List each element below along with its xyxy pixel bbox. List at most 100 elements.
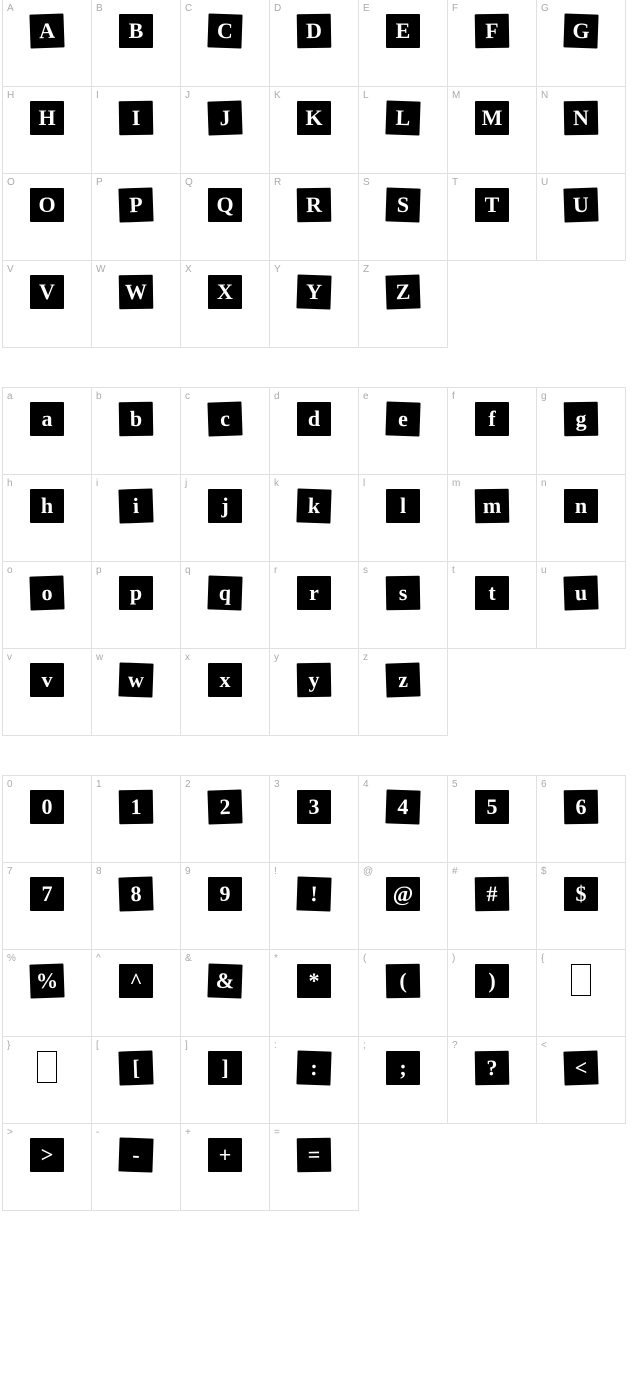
- glyph-cell: ((: [358, 949, 448, 1037]
- glyph-char: J: [219, 107, 231, 129]
- glyph-char: n: [575, 495, 587, 517]
- glyph-tile: k: [296, 488, 331, 523]
- glyph-tile: r: [297, 576, 331, 610]
- glyph-tile: O: [30, 188, 64, 222]
- glyph-label: v: [7, 652, 12, 663]
- glyph-label: b: [96, 391, 102, 402]
- glyph-cell: >>: [2, 1123, 92, 1211]
- glyph-label: i: [96, 478, 98, 489]
- glyph-cell: VV: [2, 260, 92, 348]
- glyph-tile: #: [475, 877, 510, 912]
- glyph-label: J: [185, 90, 190, 101]
- glyph-cell: 55: [447, 775, 537, 863]
- glyph-label: L: [363, 90, 369, 101]
- glyph-char: *: [309, 970, 320, 992]
- glyph-cell: II: [91, 86, 181, 174]
- glyph-tile: [: [118, 1050, 153, 1085]
- glyph-label: ]: [185, 1040, 188, 1051]
- glyph-label: K: [274, 90, 281, 101]
- glyph-cell: DD: [269, 0, 359, 87]
- glyph-cell: OO: [2, 173, 92, 261]
- glyph-char: z: [398, 669, 409, 691]
- glyph-tile: *: [297, 964, 331, 998]
- glyph-label: {: [541, 953, 544, 964]
- glyph-tile: N: [564, 101, 599, 136]
- glyph-char: R: [306, 194, 322, 216]
- glyph-cell: pp: [91, 561, 181, 649]
- glyph-label: W: [96, 264, 105, 275]
- glyph-char: f: [488, 408, 495, 430]
- glyph-char: 7: [42, 883, 53, 905]
- glyph-char: M: [482, 107, 503, 129]
- glyph-label: :: [274, 1040, 277, 1051]
- glyph-char: 1: [130, 796, 141, 818]
- glyph-cell: 33: [269, 775, 359, 863]
- glyph-cell: xx: [180, 648, 270, 736]
- glyph-char: i: [133, 495, 140, 517]
- glyph-tile: 7: [30, 877, 64, 911]
- glyph-char: e: [398, 408, 409, 430]
- glyph-char: (: [399, 970, 407, 992]
- glyph-char: 3: [309, 796, 320, 818]
- glyph-tile: -: [118, 1137, 153, 1172]
- glyph-char: @: [393, 883, 413, 905]
- glyph-tile: 5: [475, 790, 509, 824]
- glyph-label: A: [7, 3, 14, 14]
- glyph-label: o: [7, 565, 13, 576]
- glyph-label: f: [452, 391, 455, 402]
- glyph-label: c: [185, 391, 190, 402]
- glyph-cell: bb: [91, 387, 181, 475]
- glyph-cell: gg: [536, 387, 626, 475]
- glyph-tile: i: [118, 488, 153, 523]
- character-map: AABBCCDDEEFFGGHHIIJJKKLLMMNNOOPPQQRRSSTT…: [0, 0, 640, 1211]
- glyph-tile: W: [119, 275, 154, 310]
- glyph-cell: 66: [536, 775, 626, 863]
- glyph-tile: !: [296, 876, 331, 911]
- glyph-label: D: [274, 3, 281, 14]
- glyph-char: X: [217, 281, 233, 303]
- glyph-tile: ?: [475, 1051, 510, 1086]
- glyph-char: r: [309, 582, 319, 604]
- glyph-tile: ]: [208, 1051, 242, 1085]
- glyph-tile: H: [30, 101, 64, 135]
- glyph-char: B: [129, 20, 144, 42]
- glyph-label: u: [541, 565, 547, 576]
- glyph-cell: nn: [536, 474, 626, 562]
- glyph-char: c: [220, 408, 231, 430]
- glyph-cell: ff: [447, 387, 537, 475]
- glyph-cell: ^^: [91, 949, 181, 1037]
- glyph-tile: R: [297, 188, 332, 223]
- glyph-cell: ss: [358, 561, 448, 649]
- glyph-cell: ;;: [358, 1036, 448, 1124]
- glyph-cell: ZZ: [358, 260, 448, 348]
- glyph-label: S: [363, 177, 370, 188]
- glyph-label: n: [541, 478, 547, 489]
- glyph-cell: ##: [447, 862, 537, 950]
- glyph-tile: l: [386, 489, 420, 523]
- glyph-tile: K: [297, 101, 331, 135]
- glyph-label: -: [96, 1127, 99, 1138]
- glyph-label: q: [185, 565, 191, 576]
- glyph-char: A: [39, 20, 56, 43]
- glyph-label: 6: [541, 779, 547, 790]
- glyph-char: b: [130, 408, 143, 430]
- glyph-tile: m: [475, 489, 510, 524]
- glyph-tile: c: [207, 401, 242, 436]
- glyph-tile: e: [385, 401, 420, 436]
- glyph-char: ;: [399, 1057, 406, 1079]
- glyph-cell: kk: [269, 474, 359, 562]
- glyph-label: j: [185, 478, 187, 489]
- glyph-label: 3: [274, 779, 280, 790]
- glyph-tile: n: [564, 489, 598, 523]
- glyph-tile: L: [385, 100, 420, 135]
- glyph-tile: %: [29, 963, 64, 998]
- glyph-tile: U: [563, 187, 598, 222]
- glyph-label: Q: [185, 177, 193, 188]
- glyph-cell: }: [2, 1036, 92, 1124]
- glyph-cell: MM: [447, 86, 537, 174]
- glyph-char: :: [310, 1057, 318, 1079]
- glyph-cell: 22: [180, 775, 270, 863]
- glyph-cell: ??: [447, 1036, 537, 1124]
- glyph-cell: ==: [269, 1123, 359, 1211]
- glyph-tile: 6: [564, 790, 599, 825]
